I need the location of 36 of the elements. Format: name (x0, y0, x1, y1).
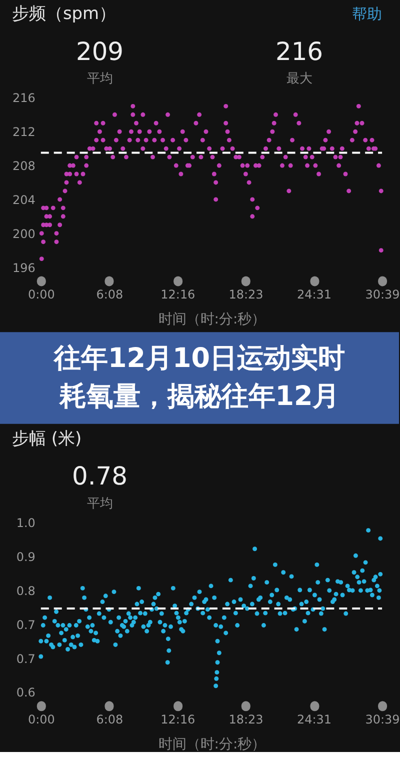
y-tick-label: 0.6 (16, 686, 36, 700)
x-tick-label: 6:08 (96, 288, 124, 302)
y-tick-label: 212 (12, 125, 36, 140)
y-tick-label: 200 (12, 226, 36, 241)
y-tick-label: 204 (12, 192, 36, 207)
x-tick-label: 12:16 (160, 712, 196, 727)
x-tick-label: 18:23 (228, 288, 264, 302)
text: 往年12月10日运动实时耗氧量，揭秘往年12月 (53, 343, 345, 412)
x-tick-label: 6:08 (96, 712, 124, 727)
x-tick-label: 0:00 (28, 288, 55, 302)
text: 平均 (86, 496, 113, 512)
text: 最大 (286, 72, 312, 87)
text: 216 (275, 36, 324, 66)
y-tick-label: 196 (12, 260, 36, 275)
y-tick-label: 0.7 (16, 652, 36, 666)
x-tick-label: 24:31 (297, 288, 332, 302)
y-tick-label: 208 (12, 159, 36, 174)
x-tick-label: 24:31 (297, 712, 332, 727)
x-axis-title: 时间（时:分:秒） (158, 312, 266, 328)
x-tick-label: 0:00 (28, 712, 55, 727)
y-tick-label: 216 (12, 91, 36, 106)
y-tick-label: 1.0 (16, 516, 36, 530)
y-tick-label: 0.9 (16, 550, 36, 564)
text: 0.78 (72, 462, 128, 491)
chart-title: 步频（spm） (12, 2, 116, 23)
x-tick-label: 18:23 (228, 712, 264, 727)
chart-title: 步幅 (米) (12, 428, 82, 448)
y-tick-label: 0.7 (16, 618, 36, 632)
y-tick-label: 0.8 (16, 584, 36, 598)
x-axis-title: 时间（时:分:秒） (158, 736, 266, 753)
x-tick-label: 30:39 (365, 712, 400, 727)
x-tick-label: 12:16 (160, 288, 196, 302)
text: 平均 (86, 72, 113, 87)
text: 帮助 (352, 4, 382, 23)
text: 209 (76, 36, 124, 66)
x-tick-label: 30:39 (365, 288, 400, 302)
